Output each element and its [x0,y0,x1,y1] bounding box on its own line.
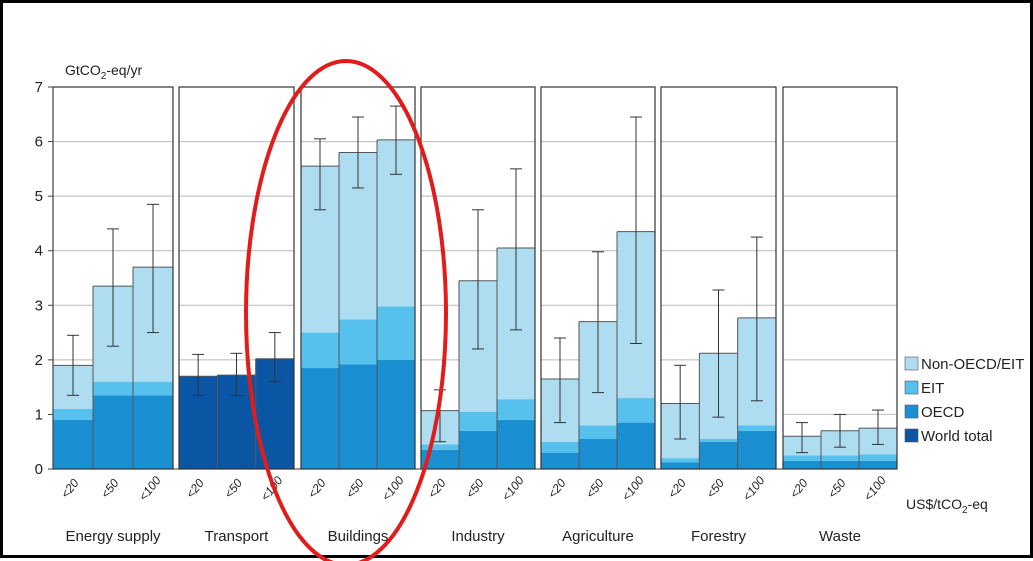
bar-industry-oecd [497,419,535,469]
sector-label-energy-supply: Energy supply [65,528,161,545]
sector-label-industry: Industry [451,528,505,545]
bar-buildings-eit [339,319,377,365]
bar-agriculture-eit [541,441,579,453]
panel-waste [782,86,898,470]
bar-forestry-oecd [661,462,700,469]
mitigation-potential-chart: 0 1 2 3 4 5 6 7 <20 <50 <100 Energy supply <20 <50 <1… [35,59,1024,561]
bar-buildings-oecd [339,364,377,469]
bar-buildings-oecd [377,359,415,469]
legend-label-world_total: World total [921,428,992,445]
y-tick-label: 0 [35,461,43,478]
y-tick-label: 4 [35,243,43,260]
price-label: <20 [305,476,329,501]
bar-waste-oecd [821,460,859,469]
bar-industry-eit [459,411,497,431]
bar-buildings-eit [377,306,415,360]
bar-agriculture-oecd [617,422,655,469]
price-label: <50 [222,476,246,501]
sector-label-buildings: Buildings [328,528,389,545]
error-bars [67,105,884,454]
price-label: <50 [463,476,487,501]
y-tick-label: 2 [35,352,43,369]
bar-forestry-eit [737,425,776,431]
y-tick-label: 3 [35,297,43,314]
bar-waste-eit [859,454,897,461]
legend-swatch-eit [904,380,919,395]
price-label: <20 [545,476,569,501]
price-label: <50 [98,476,122,501]
price-label: <100 [861,473,889,503]
y-tick-label: 5 [35,188,43,205]
price-label: <50 [704,476,728,501]
price-label: <20 [425,476,449,501]
legend: Non-OECD/EIT EIT OECD World total [904,356,1024,445]
highlight-ellipse [244,59,448,561]
y-tick-label: 6 [35,134,43,151]
legend-label-eit: EIT [921,380,944,397]
bar-forestry-eit [699,438,738,442]
bar-waste-oecd [783,460,821,469]
bar-energy-supply-oecd [133,395,173,469]
bar-forestry-oecd [737,430,776,469]
bars [52,139,897,469]
price-label: <100 [619,473,647,503]
bar-agriculture-oecd [541,452,579,469]
price-label: <20 [787,476,811,501]
x-axis-unit-label: US$/tCO2-eq [906,496,988,516]
legend-label-non_oecd_eit: Non-OECD/EIT [921,356,1024,373]
bar-agriculture-oecd [579,438,617,469]
sector-label-transport: Transport [205,528,269,545]
legend-label-oecd: OECD [921,404,965,421]
price-label: <50 [825,476,849,501]
bar-agriculture-eit [579,425,617,439]
legend-swatch-world_total [904,428,919,443]
x-labels: <20 <50 <100 Energy supply <20 <50 <100 Transpo… [58,473,889,545]
price-label: <20 [183,476,207,501]
sector-label-forestry: Forestry [691,528,747,545]
price-label: <50 [343,476,367,501]
y-tick-label: 7 [35,79,43,96]
price-label: <20 [665,476,689,501]
y-axis: 0 1 2 3 4 5 6 7 [35,79,897,478]
price-label: <100 [379,473,407,503]
y-axis-label: GtCO2-eq/yr [65,62,142,82]
bar-industry-oecd [459,430,497,469]
bar-energy-supply-eit [133,381,173,396]
bar-waste-oecd [859,460,897,469]
price-label: <100 [136,473,164,503]
bar-waste-eit [783,455,821,461]
price-label: <20 [58,476,82,501]
sector-label-agriculture: Agriculture [562,528,634,545]
price-label: <100 [499,473,527,503]
bar-industry-eit [421,444,459,450]
bar-agriculture-eit [617,398,655,423]
legend-swatch-non_oecd_eit [904,356,919,371]
bar-energy-supply-eit [93,381,133,396]
bar-forestry-oecd [699,441,738,469]
bar-energy-supply-oecd [93,395,133,469]
price-label: <50 [583,476,607,501]
bar-buildings-oecd [301,368,339,469]
price-label: <100 [740,473,768,503]
bar-waste-eit [821,455,859,461]
bar-forestry-eit [661,458,700,463]
y-tick-label: 1 [35,406,43,423]
legend-swatch-oecd [904,404,919,419]
sector-label-waste: Waste [819,528,861,545]
bar-buildings-eit [301,332,339,369]
bar-energy-supply-oecd [53,419,93,469]
bar-industry-eit [497,399,535,420]
bar-energy-supply-eit [53,408,93,420]
